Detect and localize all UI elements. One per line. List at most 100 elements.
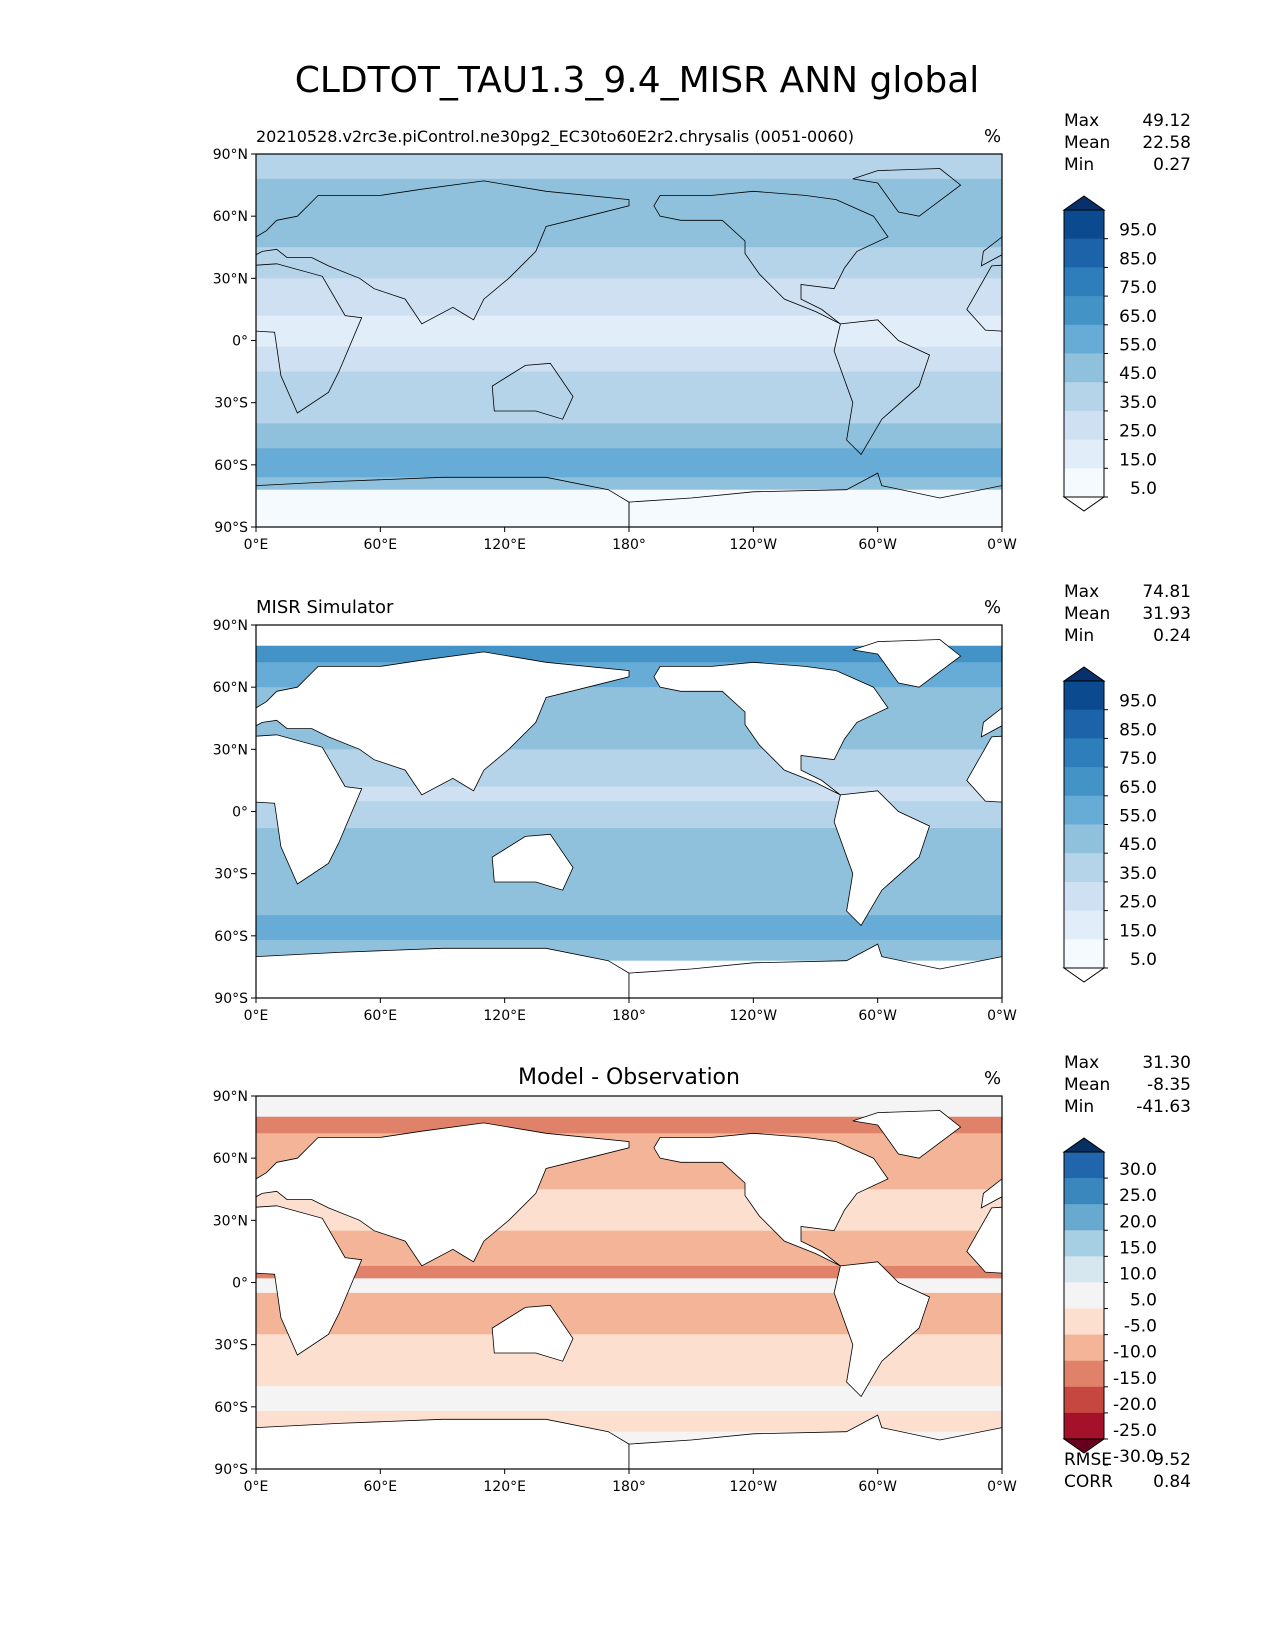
coastline bbox=[852, 168, 962, 217]
contour-band bbox=[256, 247, 1002, 279]
colorbar-label: 15.0 bbox=[1119, 450, 1157, 470]
x-tick-label: 0°E bbox=[244, 1008, 269, 1024]
stat-label: Min bbox=[1064, 626, 1094, 646]
stat-label: Mean bbox=[1064, 1075, 1110, 1095]
x-tick-label: 60°W bbox=[858, 537, 897, 553]
stat-value: 31.93 bbox=[1142, 604, 1191, 624]
colorbar-segment bbox=[1064, 296, 1104, 326]
colorbar-label: 65.0 bbox=[1119, 778, 1157, 798]
colorbar-label: 65.0 bbox=[1119, 307, 1157, 327]
contour-band bbox=[256, 346, 1002, 373]
coastline bbox=[628, 472, 1002, 527]
y-tick-label: 30°S bbox=[214, 1338, 248, 1354]
colorbar-label: 95.0 bbox=[1119, 221, 1157, 241]
x-tick-label: 180° bbox=[612, 1008, 646, 1024]
y-tick-label: 90°N bbox=[213, 618, 248, 634]
coastline bbox=[256, 180, 630, 325]
colorbar-segment bbox=[1064, 439, 1104, 469]
coastline bbox=[966, 735, 1002, 803]
colorbar-label: 30.0 bbox=[1119, 1160, 1157, 1180]
x-tick-label: 120°E bbox=[483, 1008, 526, 1024]
y-tick-label: 0° bbox=[232, 805, 248, 821]
main-title: CLDTOT_TAU1.3_9.4_MISR ANN global bbox=[295, 60, 980, 101]
coastline bbox=[852, 1110, 962, 1159]
x-tick-label: 0°W bbox=[987, 537, 1017, 553]
colorbar-segment bbox=[1064, 1256, 1104, 1283]
colorbar-label: 45.0 bbox=[1119, 364, 1157, 384]
coastline bbox=[0, 1133, 142, 1266]
colorbar-label: 35.0 bbox=[1119, 393, 1157, 413]
colorbar-label: -15.0 bbox=[1113, 1369, 1157, 1389]
coastline bbox=[628, 1414, 1002, 1469]
colorbar-label: 85.0 bbox=[1119, 720, 1157, 740]
contour-band bbox=[256, 423, 1002, 449]
colorbar-segment bbox=[1064, 1308, 1104, 1336]
y-tick-label: 60°N bbox=[213, 680, 248, 696]
coastline bbox=[0, 191, 142, 324]
panel-subtitle: Model - Observation bbox=[518, 1065, 740, 1090]
panel-subtitle: MISR Simulator bbox=[256, 597, 394, 618]
colorbar-segment bbox=[1064, 1230, 1104, 1257]
units-label: % bbox=[984, 1068, 1001, 1089]
coastline bbox=[107, 169, 215, 217]
map-field bbox=[0, 1096, 1275, 1469]
contour-band bbox=[256, 178, 1002, 248]
colorbar-label: -10.0 bbox=[1113, 1343, 1157, 1363]
colorbar-segment bbox=[1064, 1412, 1104, 1440]
units-label: % bbox=[984, 597, 1001, 618]
stat-label: Mean bbox=[1064, 133, 1110, 153]
stat-value: 0.24 bbox=[1153, 626, 1191, 646]
coastline bbox=[0, 662, 142, 795]
y-tick-label: 30°S bbox=[214, 867, 248, 883]
y-tick-label: 0° bbox=[232, 334, 248, 350]
colorbar-label: 25.0 bbox=[1119, 893, 1157, 913]
colorbar-label: 75.0 bbox=[1119, 278, 1157, 298]
stat-label: CORR bbox=[1064, 1472, 1113, 1492]
stat-value: 31.30 bbox=[1142, 1053, 1191, 1073]
y-tick-label: 30°N bbox=[213, 1213, 248, 1229]
colorbar-frame bbox=[1063, 1151, 1105, 1440]
contour-band bbox=[256, 915, 1002, 941]
colorbar-segment bbox=[1064, 382, 1104, 412]
colorbar-label: -20.0 bbox=[1113, 1395, 1157, 1415]
coastline bbox=[88, 791, 183, 926]
colorbar-segment bbox=[1064, 738, 1104, 768]
contour-band bbox=[256, 786, 1002, 802]
contour-band bbox=[256, 1278, 1002, 1294]
map-panel-3: 0°E 60°E 120°E 180° 120°W 60°W 0°W 90°N 60°N 30°N… bbox=[0, 1053, 1275, 1495]
x-tick-label: 60°E bbox=[363, 1479, 397, 1495]
coastline bbox=[1238, 1305, 1275, 1361]
stat-value: 9.52 bbox=[1153, 1450, 1191, 1470]
coastline bbox=[1238, 834, 1275, 890]
coastline bbox=[256, 263, 363, 414]
x-tick-label: 120°W bbox=[730, 1479, 778, 1495]
colorbar-label: 25.0 bbox=[1119, 1186, 1157, 1206]
colorbar-label: 15.0 bbox=[1119, 1238, 1157, 1258]
colorbar-segment bbox=[1064, 267, 1104, 297]
colorbar-segment bbox=[1064, 1334, 1104, 1362]
colorbar-segment bbox=[1064, 468, 1104, 498]
colorbar-label: -5.0 bbox=[1124, 1317, 1157, 1337]
stat-value: 49.12 bbox=[1142, 111, 1191, 131]
y-tick-label: 90°S bbox=[214, 520, 248, 536]
colorbar-label: 45.0 bbox=[1119, 835, 1157, 855]
colorbar-segment bbox=[1064, 795, 1104, 825]
coastline bbox=[256, 734, 363, 885]
y-tick-label: 90°N bbox=[213, 1089, 248, 1105]
contour-band bbox=[256, 315, 1002, 348]
coastline bbox=[980, 1178, 1002, 1209]
colorbar-segment bbox=[1064, 910, 1104, 940]
stat-value: 0.84 bbox=[1153, 1472, 1191, 1492]
coastline bbox=[833, 790, 930, 927]
colorbar-label: 35.0 bbox=[1119, 864, 1157, 884]
units-label: % bbox=[984, 126, 1001, 147]
coastline bbox=[107, 1111, 215, 1159]
stat-label: Min bbox=[1064, 1097, 1094, 1117]
contour-band bbox=[256, 154, 1002, 180]
colorbar-extend-bottom bbox=[1062, 496, 1106, 512]
x-tick-label: 0°W bbox=[987, 1479, 1017, 1495]
colorbar-segment bbox=[1064, 853, 1104, 883]
coastline bbox=[491, 362, 574, 420]
x-tick-label: 120°E bbox=[483, 1479, 526, 1495]
x-tick-label: 60°E bbox=[363, 1008, 397, 1024]
